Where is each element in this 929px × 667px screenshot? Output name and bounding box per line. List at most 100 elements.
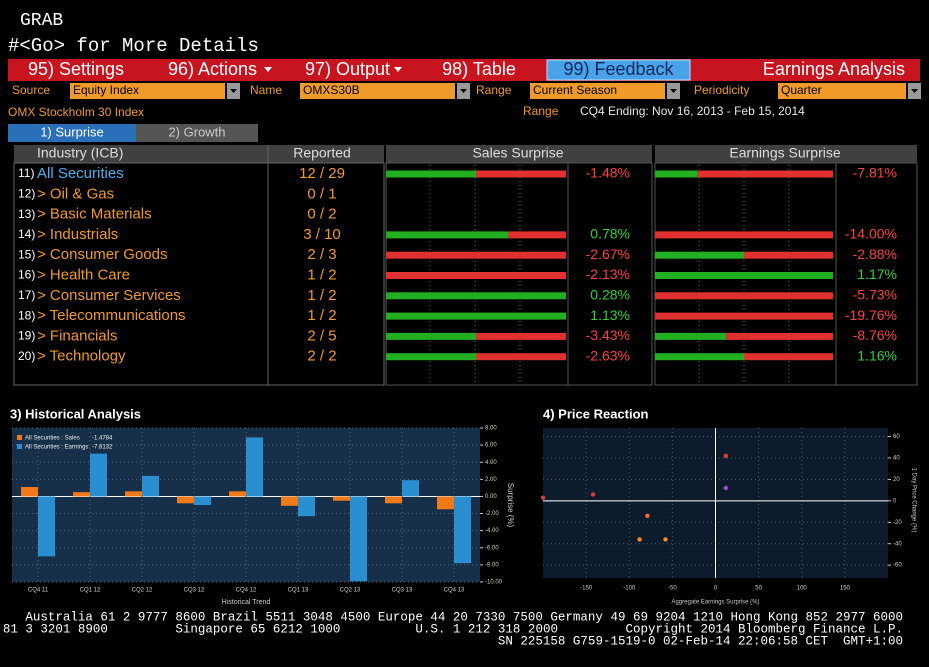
y-axis-label: 1 Day Price Change (%) [910, 468, 916, 533]
legend-swatch [17, 435, 22, 440]
point [723, 453, 729, 459]
industry[interactable]: > Consumer Services [37, 287, 181, 304]
industry[interactable]: All Securities [37, 165, 124, 182]
reported: 0 / 1 [307, 185, 336, 202]
tab-label[interactable]: 1) Surprise [40, 124, 104, 139]
industry[interactable]: > Technology [37, 348, 126, 365]
earnings-surprise: -7.81% [853, 165, 897, 181]
x-tick-label: -50 [668, 586, 677, 592]
chart-title: 3) Historical Analysis [10, 406, 141, 421]
bar [21, 487, 38, 497]
sales-surprise: -2.13% [586, 266, 630, 282]
tab[interactable] [136, 124, 258, 142]
bar [90, 453, 107, 497]
hint: #<Go> for More Details [8, 35, 259, 57]
sales-surprise: -2.63% [586, 347, 630, 363]
point [645, 513, 650, 519]
miss-bar [744, 251, 833, 259]
menu-item[interactable]: Earnings Analysis [763, 59, 905, 79]
industry[interactable]: > Health Care [37, 266, 130, 283]
x-tick-label: CQ4 13 [444, 588, 465, 594]
x-tick-label: 100 [797, 586, 808, 592]
bar [385, 496, 402, 504]
beat-bar [386, 353, 476, 361]
miss-bar [726, 332, 833, 340]
beat-bar [386, 170, 476, 178]
legend-value: -1.4784 [92, 436, 113, 442]
bar [229, 491, 246, 497]
footer-line: Australia 61 2 9777 8600 Brazil 5511 304… [25, 610, 903, 624]
x-tick-label: CQ1 13 [288, 588, 309, 594]
row-number: 19) [18, 329, 35, 343]
sales-surprise: -2.67% [586, 246, 630, 262]
y-tick-label: 20 [893, 477, 900, 483]
range-label: Range [523, 104, 559, 118]
bar [281, 496, 298, 506]
x-tick-label: 0 [714, 586, 718, 592]
bar [402, 480, 419, 497]
reported: 12 / 29 [299, 165, 345, 182]
filter-label: Periodicity [694, 83, 749, 97]
menu-item[interactable]: 95) Settings [28, 59, 124, 79]
x-tick-label: -100 [623, 586, 636, 592]
table-header [655, 145, 917, 163]
sales-surprise: -1.48% [586, 165, 630, 181]
industry[interactable]: > Oil & Gas [37, 185, 114, 202]
y-tick-label: 4.00 [485, 460, 497, 466]
menu-item[interactable]: 98) Table [442, 59, 516, 79]
bar [333, 496, 350, 501]
reported: 2 / 2 [307, 348, 336, 365]
tab-active[interactable] [8, 124, 136, 142]
point [723, 485, 729, 491]
beat-bar [386, 231, 509, 239]
point [637, 537, 642, 542]
y-tick-label: -8.00 [485, 562, 499, 568]
industry[interactable]: > Financials [37, 327, 117, 344]
filter-label: Name [250, 83, 282, 97]
menu-item[interactable]: 97) Output [305, 59, 390, 79]
filter-field[interactable] [300, 83, 455, 99]
point [590, 492, 596, 497]
sales-surprise: 0.78% [590, 226, 630, 242]
filter-field[interactable] [778, 83, 906, 99]
industry[interactable]: > Industrials [37, 226, 118, 243]
beat-bar [655, 251, 744, 259]
x-tick-label: CQ2 13 [340, 588, 361, 594]
x-tick-label: CQ4 11 [28, 588, 49, 594]
earnings-surprise: 1.17% [857, 266, 897, 282]
point [540, 495, 546, 500]
dropdown-arrow [460, 89, 467, 93]
dropdown-arrow [230, 89, 237, 93]
industry[interactable]: > Basic Materials [37, 206, 152, 223]
menu-item[interactable]: 96) Actions [168, 59, 257, 79]
filter-value: Equity Index [73, 83, 139, 97]
y-tick-label: -20 [893, 520, 902, 526]
feedback-button[interactable] [546, 59, 691, 81]
y-axis-label: Surprise (%) [506, 483, 515, 528]
miss-bar [476, 353, 566, 361]
bar [454, 496, 471, 564]
industry[interactable]: > Telecommunications [37, 307, 186, 324]
dropdown-arrow [911, 89, 918, 93]
menu-item[interactable]: 99) Feedback [563, 59, 674, 79]
bar [350, 496, 367, 582]
bar [38, 496, 55, 557]
reported: 2 / 5 [307, 327, 336, 344]
tab-label[interactable]: 2) Growth [168, 124, 225, 139]
point [663, 537, 668, 542]
x-tick-label: CQ4 12 [236, 588, 257, 594]
miss-bar [655, 312, 833, 320]
bar [73, 492, 90, 497]
row-number: 12) [18, 186, 35, 200]
industry[interactable]: > Consumer Goods [37, 246, 167, 263]
y-tick-label: 0.00 [485, 494, 497, 500]
filter-value: Current Season [533, 83, 617, 97]
row-number: 11) [18, 166, 34, 180]
filter-value: Quarter [781, 83, 822, 97]
table-frame [13, 162, 385, 386]
filter-field[interactable] [530, 83, 665, 99]
table-header [14, 145, 384, 163]
miss-bar [476, 332, 566, 340]
filter-field[interactable] [70, 83, 225, 99]
